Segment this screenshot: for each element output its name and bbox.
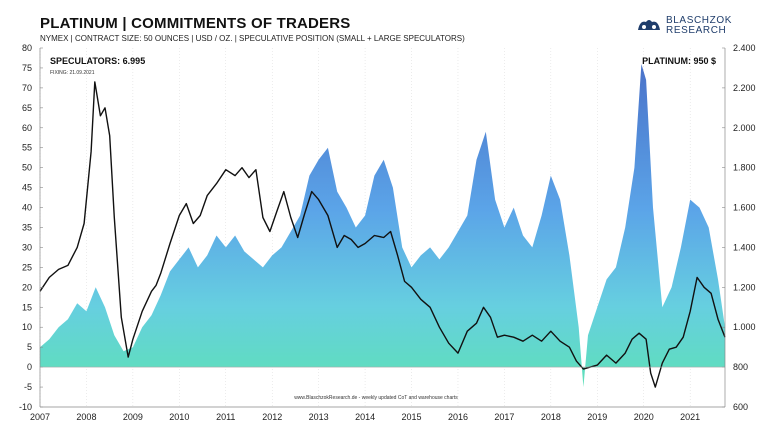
left-tick-label: 65 [22,103,32,113]
logo-line1: BLASCHZOK [666,15,732,26]
x-tick-label: 2012 [262,412,282,422]
speculators-area [40,64,725,388]
left-tick-label: 40 [22,203,32,213]
speculators-area-series [40,64,725,388]
left-tick-label: 0 [27,362,32,372]
left-tick-label: 5 [27,342,32,352]
x-tick-label: 2019 [587,412,607,422]
x-tick-label: 2015 [402,412,422,422]
right-tick-label: 1.200 [733,282,756,292]
right-tick-label: 800 [733,362,748,372]
left-tick-label: 45 [22,183,32,193]
left-tick-label: 35 [22,223,32,233]
right-tick-label: 2.400 [733,43,756,53]
x-tick-label: 2017 [494,412,514,422]
brand-logo: BLASCHZOK RESEARCH [636,14,732,40]
right-tick-label: 1.600 [733,203,756,213]
source-label: www.BlaschzokResearch.de - weekly update… [294,395,458,401]
platinum-price-line [39,81,726,388]
left-tick-label: -10 [19,402,32,412]
platinum-price-series [39,81,726,388]
x-tick-label: 2007 [30,412,50,422]
left-tick-label: 20 [22,282,32,292]
left-tick-label: 55 [22,143,32,153]
chart-title: PLATINUM | COMMITMENTS OF TRADERS [40,15,351,32]
right-tick-label: 1.800 [733,163,756,173]
x-tick-label: 2009 [123,412,143,422]
left-tick-label: 70 [22,83,32,93]
platinum-price-label: PLATINUM: 950 $ [642,56,716,66]
right-tick-label: 1.000 [733,322,756,332]
x-tick-label: 2008 [76,412,96,422]
x-tick-label: 2018 [541,412,561,422]
left-tick-label: 25 [22,262,32,272]
x-tick-label: 2016 [448,412,468,422]
right-tick-label: 2.200 [733,83,756,93]
left-tick-label: 30 [22,242,32,252]
x-tick-label: 2020 [634,412,654,422]
left-tick-label: 15 [22,302,32,312]
x-tick-label: 2021 [680,412,700,422]
x-tick-label: 2011 [216,412,235,422]
right-tick-label: 600 [733,402,748,412]
right-tick-label: 1.400 [733,242,756,252]
left-tick-label: 60 [22,123,32,133]
chart-subtitle: NYMEX | CONTRACT SIZE: 50 OUNCES | USD /… [40,34,465,43]
left-tick-label: 80 [22,43,32,53]
left-tick-label: 10 [22,322,32,332]
right-tick-label: 2.000 [733,123,756,133]
logo-line2: RESEARCH [666,25,727,36]
x-tick-label: 2010 [169,412,189,422]
x-tick-label: 2013 [309,412,329,422]
left-tick-label: 75 [22,63,32,73]
fixing-label: FIXING: 21.09.2021 [50,70,95,76]
x-tick-label: 2014 [355,412,375,422]
left-tick-label: 50 [22,163,32,173]
speculators-label: SPECULATORS: 6.995 [50,56,145,66]
axes: -10 -5 0 5 10 15 20 25 30 35 40 45 50 55 60 65 70 75 80 600… [19,43,756,422]
bull-bear-icon [638,20,660,30]
left-tick-label: -5 [24,382,32,392]
